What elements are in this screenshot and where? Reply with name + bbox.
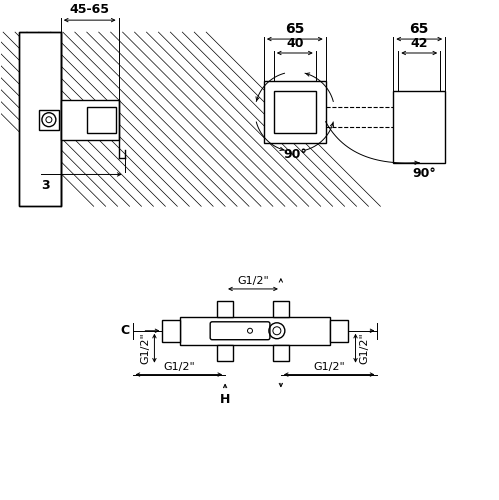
- Bar: [217, 344, 233, 360]
- Bar: [162, 320, 180, 342]
- Bar: [180, 317, 330, 344]
- Bar: [19, 32, 61, 206]
- Text: H: H: [220, 394, 231, 406]
- Text: 65: 65: [285, 22, 304, 36]
- FancyBboxPatch shape: [210, 322, 270, 340]
- Text: G1/2": G1/2": [237, 276, 269, 286]
- Text: G1/2": G1/2": [313, 362, 345, 372]
- Text: 42: 42: [411, 37, 428, 50]
- Bar: [273, 344, 289, 360]
- Text: 90°: 90°: [283, 148, 307, 160]
- Text: G1/2": G1/2": [140, 332, 150, 364]
- Bar: [264, 81, 326, 142]
- Text: G1/2": G1/2": [163, 362, 195, 372]
- Text: 90°: 90°: [412, 168, 436, 180]
- Text: 40: 40: [286, 37, 303, 50]
- Bar: [19, 32, 61, 206]
- Text: G1/2": G1/2": [359, 332, 369, 364]
- Bar: [393, 91, 445, 162]
- Bar: [217, 301, 233, 317]
- Text: 3: 3: [41, 180, 50, 192]
- Bar: [87, 107, 116, 132]
- Bar: [330, 320, 348, 342]
- Bar: [273, 301, 289, 317]
- Text: 45-65: 45-65: [70, 3, 110, 16]
- Bar: [61, 100, 119, 140]
- Text: C: C: [120, 324, 130, 338]
- Bar: [274, 91, 316, 132]
- Bar: [39, 110, 59, 130]
- Text: 65: 65: [410, 22, 429, 36]
